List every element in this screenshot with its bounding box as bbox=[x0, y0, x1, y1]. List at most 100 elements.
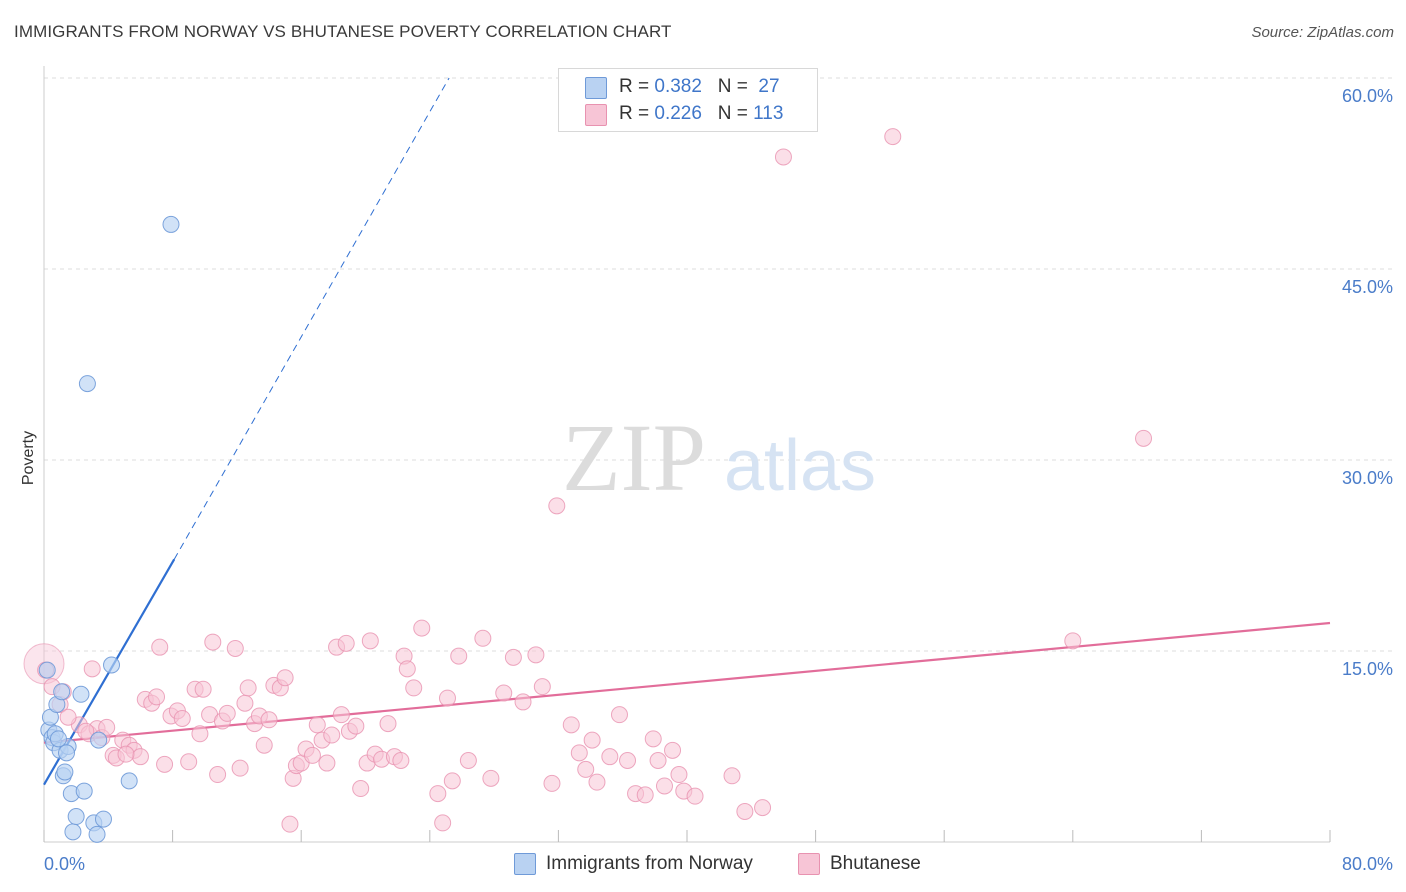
norway-swatch bbox=[585, 77, 607, 99]
y-axis-label: Poverty bbox=[20, 431, 37, 485]
bhutanese-n-value: 113 bbox=[753, 103, 784, 124]
bhutanese-point-23 bbox=[173, 709, 191, 727]
bhutanese-point-6 bbox=[83, 660, 101, 678]
watermark: ZIP atlas bbox=[562, 404, 876, 511]
norway-point-16 bbox=[75, 782, 93, 800]
bhutanese-point-85 bbox=[548, 497, 566, 515]
norway-point-20 bbox=[90, 731, 108, 749]
bhutanese-point-96 bbox=[644, 730, 662, 748]
norway-point-13 bbox=[64, 823, 82, 841]
bhutanese-point-86 bbox=[562, 716, 580, 734]
bhutanese-point-93 bbox=[619, 752, 637, 770]
bhutanese-point-92 bbox=[610, 706, 628, 724]
bhutanese-point-97 bbox=[649, 752, 667, 770]
bhutanese-point-103 bbox=[723, 767, 741, 785]
bhutanese-point-76 bbox=[459, 752, 477, 770]
bhutanese-point-95 bbox=[636, 786, 654, 804]
norway-point-15 bbox=[72, 685, 90, 703]
norway-point-14 bbox=[67, 808, 85, 826]
watermark-atlas: atlas bbox=[724, 426, 876, 506]
y-tick-label-2: 45.0% bbox=[1342, 277, 1393, 297]
bhutanese-point-108 bbox=[1064, 632, 1082, 650]
bhutanese-point-78 bbox=[482, 769, 500, 787]
y-tick-label-0: 15.0% bbox=[1342, 659, 1393, 679]
bhutanese-point-98 bbox=[655, 777, 673, 795]
bhutanese-point-79 bbox=[495, 684, 513, 702]
bhutanese-point-112 bbox=[117, 745, 135, 763]
bhutanese-point-61 bbox=[361, 632, 379, 650]
chart-title: IMMIGRANTS FROM NORWAY VS BHUTANESE POVE… bbox=[14, 22, 672, 41]
bhutanese-point-70 bbox=[413, 619, 431, 637]
norway-point-22 bbox=[103, 656, 121, 674]
bhutanese-legend-swatch bbox=[798, 853, 820, 875]
bhutanese-point-36 bbox=[239, 679, 257, 697]
bhutanese-point-50 bbox=[308, 716, 326, 734]
bhutanese-point-107 bbox=[884, 128, 902, 146]
bhutanese-point-39 bbox=[255, 736, 273, 754]
bhutanese-point-35 bbox=[236, 694, 254, 712]
bhutanese-point-40 bbox=[260, 711, 278, 729]
bhutanese-point-9 bbox=[98, 718, 116, 736]
bhutanese-legend-label: Bhutanese bbox=[830, 853, 921, 874]
bhutanese-point-68 bbox=[398, 660, 416, 678]
bhutanese-point-111 bbox=[77, 722, 95, 740]
norway-legend-swatch bbox=[514, 853, 536, 875]
bhutanese-point-100 bbox=[670, 766, 688, 784]
bhutanese-point-30 bbox=[209, 766, 227, 784]
x-tick-label-0: 0.0% bbox=[44, 854, 85, 874]
norway-point-10 bbox=[56, 763, 74, 781]
bhutanese-point-99 bbox=[664, 741, 682, 759]
norway-point-19 bbox=[88, 825, 106, 843]
bhutanese-point-26 bbox=[191, 725, 209, 743]
bhutanese-point-20 bbox=[156, 755, 174, 773]
bhutanese-swatch bbox=[585, 104, 607, 126]
norway-point-21 bbox=[94, 810, 112, 828]
norway-point-17 bbox=[78, 375, 96, 393]
grid-lines bbox=[44, 77, 1392, 652]
bhutanese-point-18 bbox=[148, 688, 166, 706]
norway-n-value: 27 bbox=[758, 76, 780, 97]
norway-point-23 bbox=[120, 772, 138, 790]
norway-r-value: 0.382 bbox=[654, 76, 702, 97]
x-tick-label-1: 80.0% bbox=[1342, 854, 1393, 874]
bhutanese-point-32 bbox=[218, 704, 236, 722]
bhutanese-point-53 bbox=[323, 726, 341, 744]
bhutanese-point-82 bbox=[527, 646, 545, 664]
y-tick-label-3: 60.0% bbox=[1342, 86, 1393, 106]
bhutanese-point-69 bbox=[405, 679, 423, 697]
bhutanese-point-74 bbox=[443, 772, 461, 790]
bhutanese-point-34 bbox=[231, 759, 249, 777]
norway-point-26 bbox=[49, 730, 67, 748]
bhutanese-point-105 bbox=[754, 799, 772, 817]
bhutanese-point-43 bbox=[276, 669, 294, 687]
bhutanese-point-90 bbox=[588, 773, 606, 791]
norway-trend-extension bbox=[173, 77, 450, 560]
bhutanese-point-80 bbox=[504, 648, 522, 666]
norway-point-0 bbox=[38, 661, 56, 679]
bhutanese-point-58 bbox=[347, 717, 365, 735]
norway-n-label: N = bbox=[717, 76, 754, 97]
norway-point-25 bbox=[58, 744, 76, 762]
tick-labels: 15.0% 30.0% 45.0% 60.0% 0.0% 80.0% bbox=[44, 86, 1393, 874]
bhutanese-point-81 bbox=[514, 693, 532, 711]
bhutanese-point-33 bbox=[226, 639, 244, 657]
bhutanese-point-52 bbox=[318, 754, 336, 772]
bhutanese-point-56 bbox=[337, 634, 355, 652]
bhutanese-r-value: 0.226 bbox=[654, 103, 702, 124]
bhutanese-point-91 bbox=[601, 748, 619, 766]
bhutanese-point-59 bbox=[352, 780, 370, 798]
norway-legend-label: Immigrants from Norway bbox=[546, 853, 753, 874]
bhutanese-point-88 bbox=[577, 760, 595, 778]
bhutanese-point-73 bbox=[438, 689, 456, 707]
y-tick-label-1: 30.0% bbox=[1342, 468, 1393, 488]
bhutanese-point-64 bbox=[379, 715, 397, 733]
bhutanese-point-84 bbox=[543, 774, 561, 792]
bhutanese-point-55 bbox=[332, 706, 350, 724]
bhutanese-point-44 bbox=[281, 815, 299, 833]
norway-point-24 bbox=[162, 215, 180, 233]
bhutanese-point-106 bbox=[774, 148, 792, 166]
bhutanese-point-72 bbox=[434, 814, 452, 832]
bhutanese-point-66 bbox=[392, 752, 410, 770]
bhutanese-point-104 bbox=[736, 802, 754, 820]
